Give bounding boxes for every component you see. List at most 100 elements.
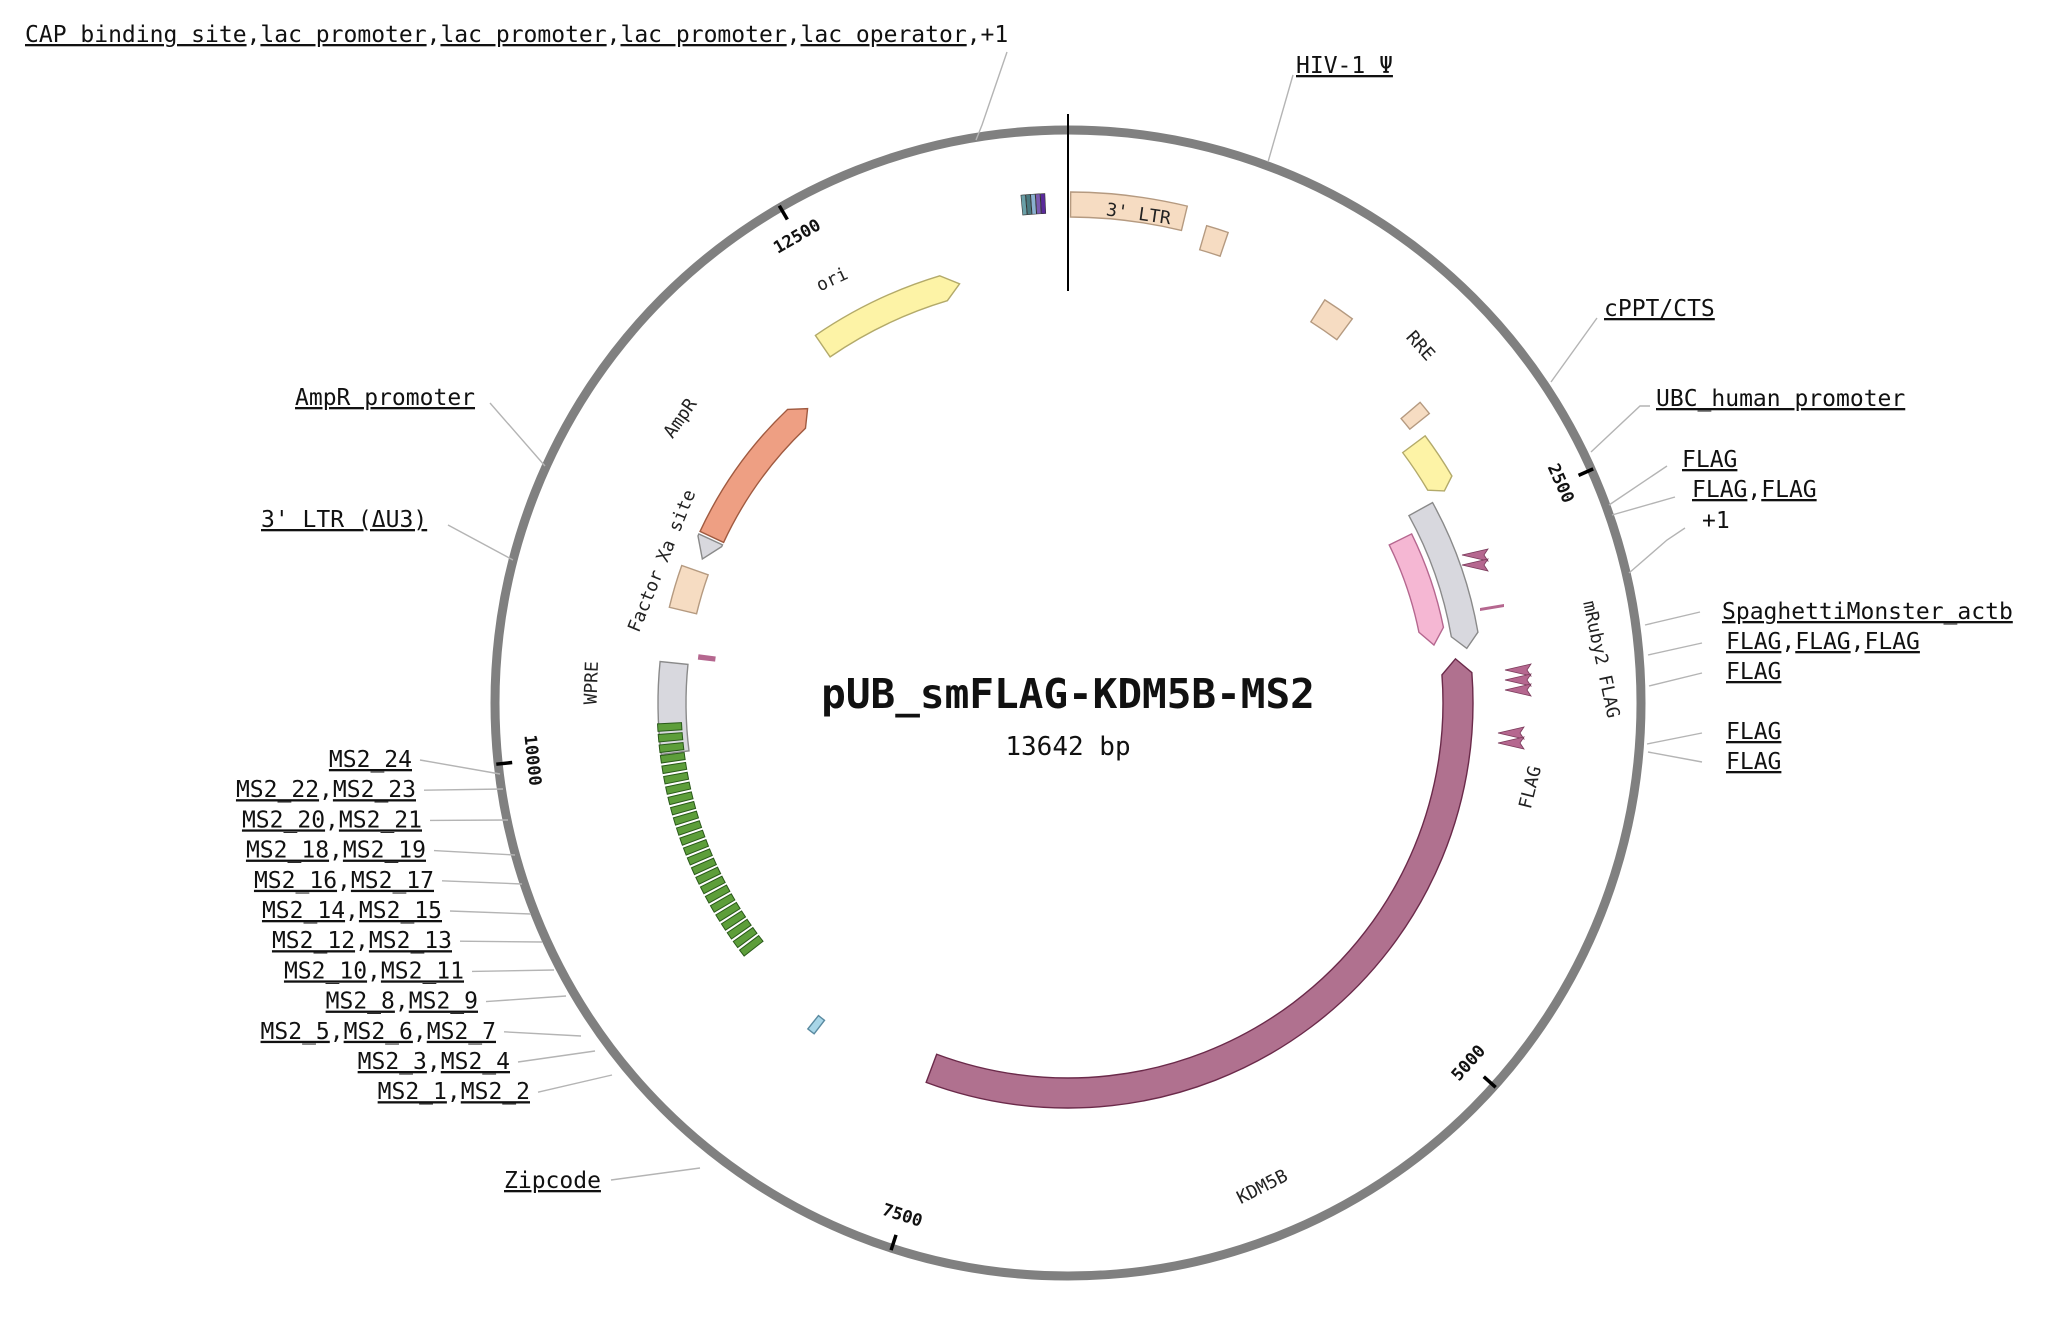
feature-ltr-du3[interactable] [668, 564, 710, 615]
ms2-repeat-array[interactable] [657, 722, 764, 957]
ms2-repeat[interactable] [657, 722, 683, 732]
ms2-repeat[interactable] [704, 884, 731, 904]
ms2-repeat[interactable] [658, 742, 685, 754]
ms2-repeat[interactable] [690, 857, 718, 876]
ms2-callout[interactable]: MS2_22 [236, 777, 319, 803]
ms2-callout[interactable]: MS2_18 [246, 838, 329, 864]
callout-plus1[interactable]: +1 [1702, 508, 1730, 534]
ms2-repeat[interactable] [672, 810, 700, 826]
ms2-repeat[interactable] [686, 848, 713, 866]
ms2-repeat[interactable] [695, 866, 722, 885]
ms2-repeat[interactable] [699, 875, 726, 895]
flag-chevron[interactable] [1461, 558, 1489, 572]
feature-lac-cluster[interactable] [1020, 193, 1047, 216]
feature-ampr-promoter[interactable] [697, 533, 724, 561]
feature-ubc-promoter[interactable] [1401, 434, 1453, 492]
callout-flag-c2[interactable]: FLAG [1795, 629, 1850, 655]
ms2-callout[interactable]: MS2_16 [254, 868, 337, 894]
callout-more[interactable]: +1 [981, 22, 1009, 48]
callout-flag-d[interactable]: FLAG [1726, 659, 1781, 685]
ms2-callout[interactable]: MS2_17 [351, 868, 434, 894]
ms2-repeat[interactable] [663, 771, 690, 785]
callout-ubc[interactable]: UBC_human promoter [1656, 386, 1905, 412]
ms2-callout[interactable]: MS2_8 [326, 989, 395, 1015]
lac-slab[interactable] [1025, 194, 1033, 216]
ms2-callout[interactable]: MS2_14 [262, 898, 345, 924]
flag-chevron[interactable] [1504, 673, 1532, 687]
ms2-repeat[interactable] [682, 838, 710, 856]
ms2-callout[interactable]: MS2_5 [261, 1019, 330, 1045]
ms2-repeat[interactable] [669, 800, 697, 816]
ms2-callout[interactable]: MS2_19 [343, 838, 426, 864]
feature-mruby2-flag[interactable] [1388, 532, 1445, 647]
flag-tick[interactable] [1480, 604, 1504, 611]
feature-3ltr[interactable] [1069, 191, 1189, 232]
ms2-callout[interactable]: MS2_15 [359, 898, 442, 924]
lac-slab[interactable] [1040, 193, 1047, 215]
flag-chevron[interactable] [1497, 726, 1525, 740]
ms2-callout[interactable]: MS2_1 [378, 1079, 447, 1105]
lac-slab[interactable] [1020, 194, 1028, 216]
callout-lac-promoter-1[interactable]: lac promoter [260, 22, 426, 48]
callout-ltr-du3[interactable]: 3' LTR (ΔU3) [261, 507, 427, 533]
callout-lac-promoter-3[interactable]: lac promoter [620, 22, 786, 48]
ms2-callout[interactable]: MS2_20 [242, 807, 325, 833]
ms2-callout[interactable]: MS2_24 [329, 747, 412, 773]
ms2-callout[interactable]: MS2_13 [369, 928, 452, 954]
callout-flag-b1[interactable]: FLAG [1692, 477, 1747, 503]
ms2-repeat[interactable] [726, 918, 752, 940]
ms2-repeat[interactable] [667, 791, 694, 806]
ms2-callout[interactable]: MS2_2 [461, 1079, 530, 1105]
feature-ori[interactable] [814, 275, 961, 358]
ms2-callout[interactable]: MS2_7 [427, 1019, 496, 1045]
ms2-callout[interactable]: MS2_9 [409, 989, 478, 1015]
callout-lac-promoter-2[interactable]: lac promoter [440, 22, 606, 48]
lac-slab[interactable] [1030, 193, 1037, 215]
ms2-repeat[interactable] [661, 761, 688, 775]
ms2-callout[interactable]: MS2_4 [441, 1049, 510, 1075]
callout-flag-b2[interactable]: FLAG [1761, 477, 1816, 503]
feature-cppt-block[interactable] [1400, 401, 1431, 431]
callout-flag-a[interactable]: FLAG [1682, 447, 1737, 473]
callout-flag-c3[interactable]: FLAG [1865, 629, 1920, 655]
ms2-repeat[interactable] [715, 901, 741, 922]
flag-chevron[interactable] [1504, 683, 1532, 697]
callout-lac-operator[interactable]: lac operator [801, 22, 967, 48]
ms2-callout[interactable]: MS2_21 [339, 807, 422, 833]
ms2-callout[interactable]: MS2_10 [284, 958, 367, 984]
ms2-repeat[interactable] [720, 910, 747, 931]
callout-ampr-promoter[interactable]: AmpR promoter [295, 385, 475, 411]
ms2-callout[interactable]: MS2_12 [272, 928, 355, 954]
callout-spaghetti[interactable]: SpaghettiMonster_actb [1722, 599, 2013, 625]
ms2-callout[interactable]: MS2_3 [358, 1049, 427, 1075]
ms2-repeat[interactable] [665, 781, 692, 795]
feature-ltr-small[interactable] [1198, 224, 1230, 258]
feature-rre-block[interactable] [1309, 298, 1354, 341]
ms2-callout[interactable]: MS2_23 [333, 777, 416, 803]
ms2-callout[interactable]: MS2_11 [381, 958, 464, 984]
callout-cap-binding[interactable]: CAP binding site [25, 22, 247, 48]
callout-flag-c1[interactable]: FLAG [1726, 629, 1781, 655]
callout-zipcode[interactable]: Zipcode [504, 1168, 601, 1194]
ms2-callout[interactable]: MS2_6 [344, 1019, 413, 1045]
flag-chevron[interactable] [1504, 663, 1532, 677]
callout-cppt[interactable]: cPPT/CTS [1604, 296, 1715, 322]
feature-factor-xa-tick[interactable] [697, 654, 716, 662]
callout-flag-f[interactable]: FLAG [1726, 749, 1781, 775]
ms2-repeat[interactable] [657, 732, 684, 743]
ms2-repeat[interactable] [675, 820, 703, 836]
lac-slab[interactable] [1035, 193, 1042, 215]
feature-kdm5b[interactable] [925, 657, 1474, 1109]
ms2-repeat[interactable] [709, 893, 736, 913]
ms2-repeat[interactable] [679, 829, 706, 846]
callout-hiv[interactable]: HIV-1 Ψ [1296, 53, 1393, 79]
feature-zipcode[interactable] [806, 1014, 826, 1035]
feature-ampr[interactable] [699, 407, 809, 544]
ms2-repeat[interactable] [732, 926, 758, 949]
feature-spaghetti-monster[interactable] [1407, 501, 1479, 650]
flag-tag-array[interactable] [1461, 548, 1532, 750]
callout-flag-e[interactable]: FLAG [1726, 719, 1781, 745]
flag-chevron[interactable] [1461, 548, 1489, 562]
ms2-repeat[interactable] [659, 751, 686, 764]
flag-chevron[interactable] [1497, 736, 1525, 750]
